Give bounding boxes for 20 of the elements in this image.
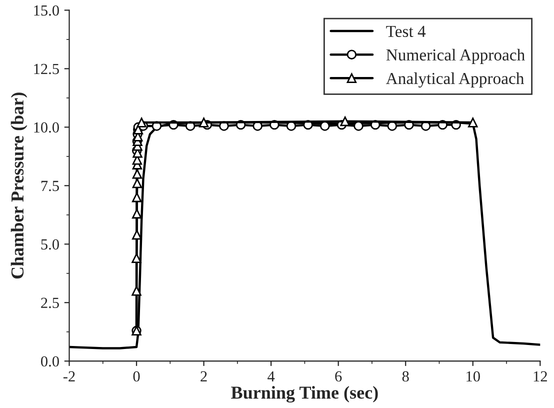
x-tick-label: 4 <box>268 371 275 382</box>
x-tick-label: 12 <box>534 371 547 382</box>
x-tick-label: 8 <box>402 371 409 382</box>
y-tick-label: 5.0 <box>41 239 59 250</box>
y-tick-label: 12.5 <box>34 64 59 74</box>
y-tick-label: 15.0 <box>34 5 59 16</box>
x-tick-label: 10 <box>466 371 480 382</box>
x-tick-label: 6 <box>335 371 342 382</box>
legend-label: Test 4 <box>386 26 426 38</box>
y-tick-label: 0.0 <box>41 356 59 367</box>
x-tick-label: 2 <box>200 371 207 382</box>
x-tick-label: 0 <box>133 371 140 382</box>
y-tick-label: 2.5 <box>41 298 59 308</box>
y-axis-title: Chamber Pressure (bar) <box>10 92 28 279</box>
x-axis-title: Burning Time (sec) <box>231 386 378 403</box>
legend-label: Analytical Approach <box>386 72 524 88</box>
x-tick-label: -2 <box>63 371 75 382</box>
y-tick-label: 7.5 <box>41 180 59 192</box>
legend-label: Numerical Approach <box>386 48 525 64</box>
y-tick-label: 10.0 <box>34 122 59 133</box>
